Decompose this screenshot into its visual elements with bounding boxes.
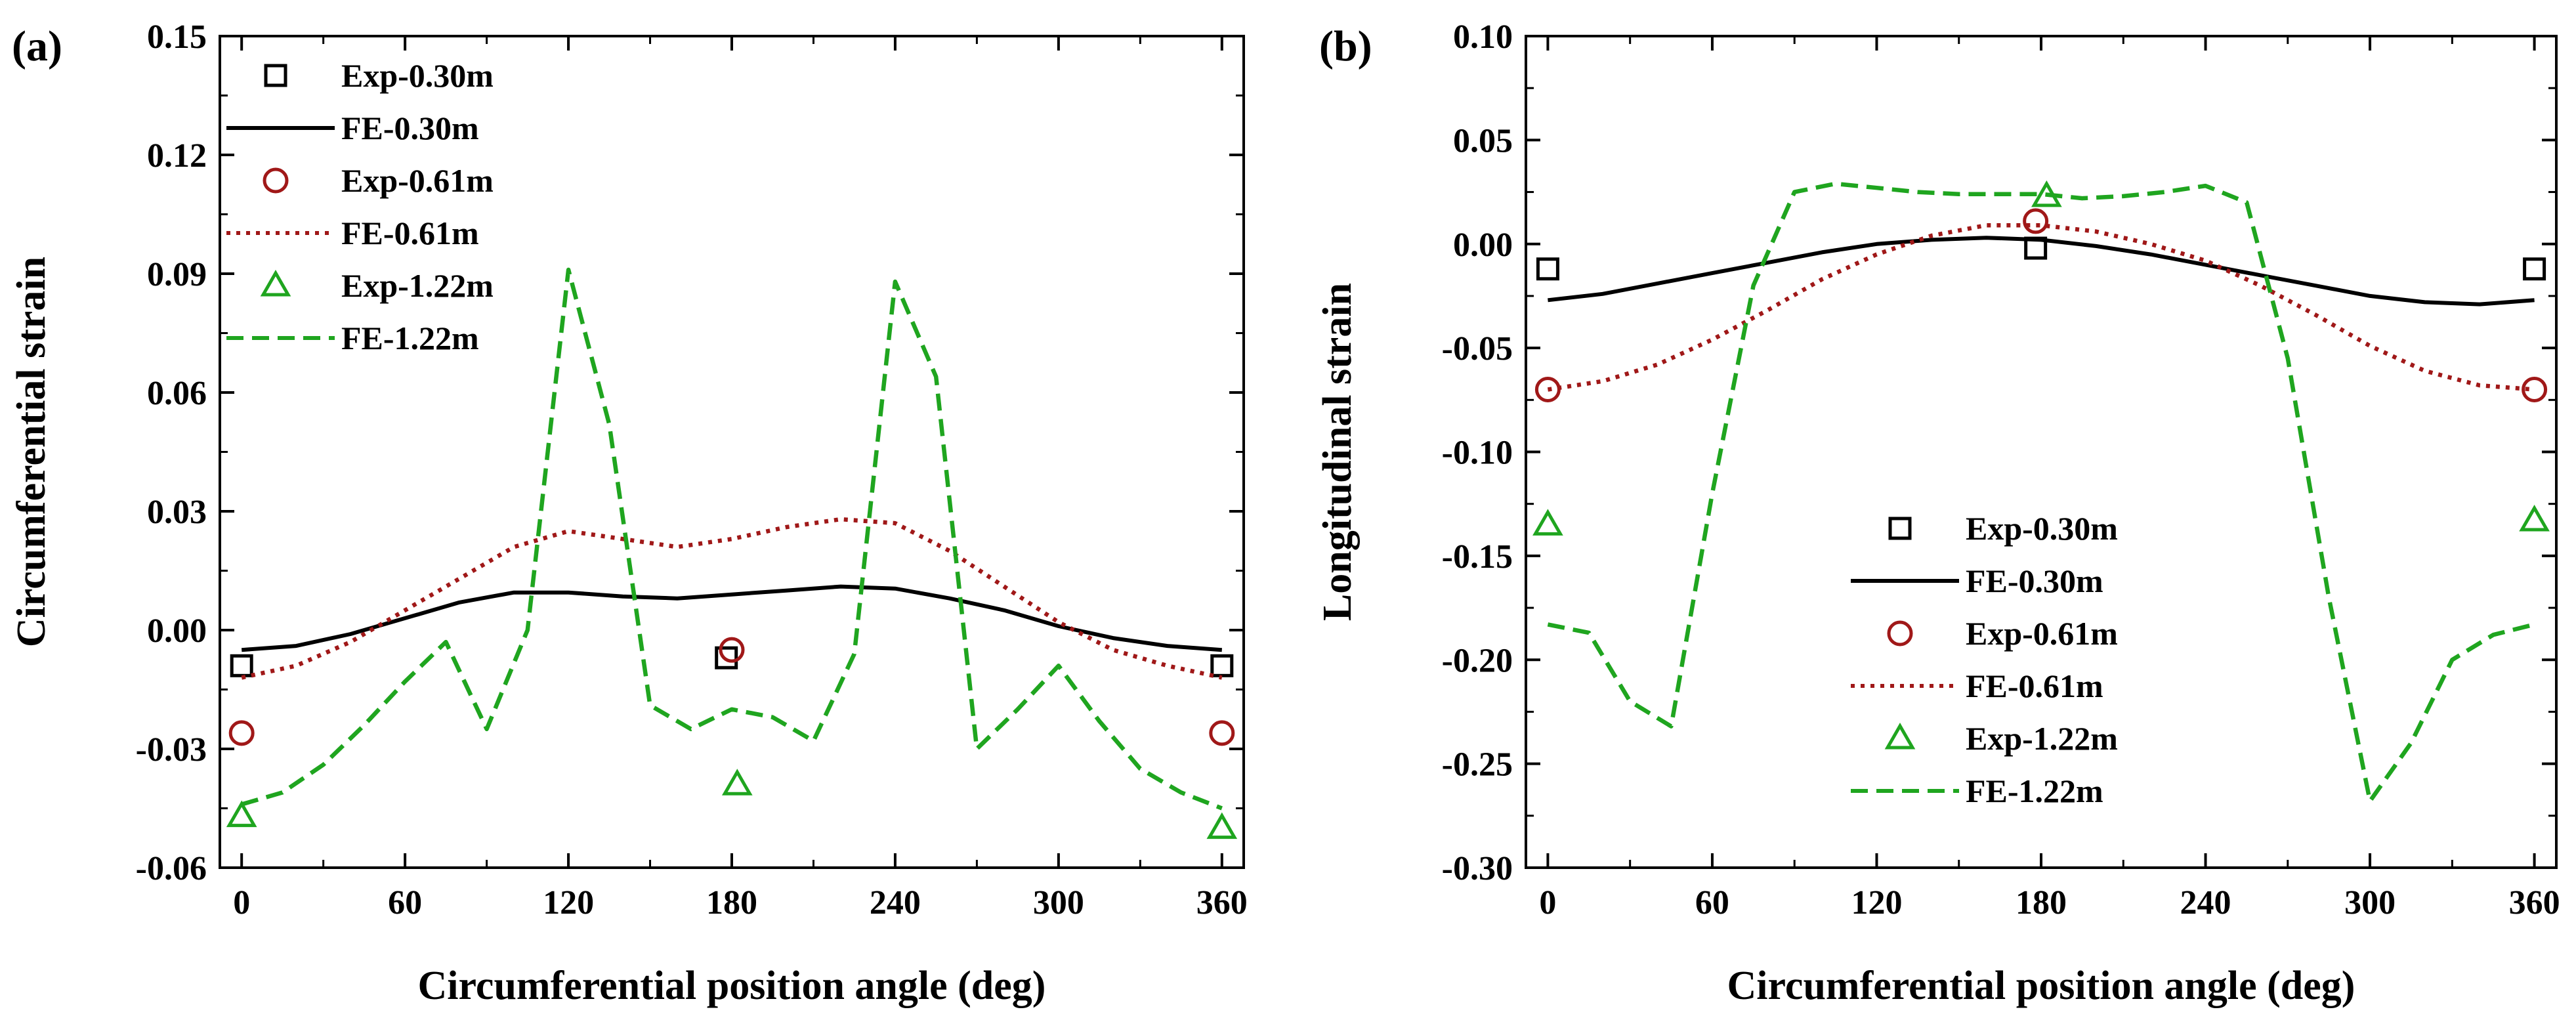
legend: Exp-0.30m FE-0.30m Exp-0.61m FE-0.61m Exp-1.… [226,57,494,356]
legend-marker-sample [264,64,287,87]
data-point-exp-1-22m [721,769,753,795]
legend-entry-label: FE-1.22m [341,320,479,356]
data-point-exp-1-22m [226,800,257,828]
y-tick-label: -0.25 [1442,746,1513,784]
y-tick-label: -0.10 [1442,435,1513,472]
x-tick-label: 120 [543,884,594,922]
x-axis-label: Circumferential position angle (deg) [418,964,1046,1008]
series-line-fe-0-61m [241,517,1223,680]
y-tick-label: -0.30 [1442,850,1513,887]
y-tick-label: 0.12 [147,137,207,175]
data-point-exp-0-30m [1210,654,1234,677]
legend-entry-label: Exp-0.30m [1966,510,2118,547]
series-line-fe-0-30m [241,584,1223,652]
legend: Exp-0.30m FE-0.30m Exp-0.61m FE-0.61m Exp-1.… [1851,510,2118,809]
y-tick-label: -0.15 [1442,538,1513,576]
x-tick-label: 180 [706,884,757,922]
legend-entry-label: Exp-0.61m [1966,615,2118,652]
x-tick-label: 300 [2344,884,2396,922]
panel-a: 0 60 120 180 240 300 360 -0.06 -0.03 0.00 0.03 0.06… [9,18,1248,1008]
legend-entry-label: FE-0.61m [341,215,479,251]
x-tick-label: 300 [1033,884,1084,922]
data-point-exp-0-61m [2522,376,2548,402]
plot-frame [219,35,1245,869]
data-point-exp-1-22m [1206,812,1238,839]
data-point-exp-0-61m [228,720,255,746]
x-tick-label: 360 [1196,884,1248,922]
legend-marker-sample [1887,620,1913,647]
legend-entry-label: FE-1.22m [1966,773,2103,809]
legend-marker-sample [1884,722,1916,750]
legend-entry-label: Exp-0.61m [341,162,494,199]
data-point-exp-1-22m [2519,505,2550,532]
legend-entry-label: FE-0.30m [341,110,479,146]
legend-entry-label: Exp-0.30m [341,57,494,94]
y-tick-label: 0.09 [147,256,207,293]
y-tick-label: -0.05 [1442,330,1513,368]
legend-marker-sample [260,269,291,297]
x-tick-label: 0 [1539,884,1556,922]
legend-marker-sample [1888,517,1912,540]
data-point-exp-0-61m [719,637,745,663]
y-tick-label: 0.03 [147,494,207,531]
data-point-exp-0-30m [230,654,253,677]
data-point-exp-0-30m [1536,257,1559,281]
series-line-fe-1-22m [241,267,1223,811]
series-layer [1532,180,2550,803]
legend-entry-label: Exp-1.22m [1966,720,2118,757]
series-line-fe-0-30m [1548,236,2535,307]
y-tick-label: 0.15 [147,18,207,56]
series-line-fe-0-61m [1547,223,2535,392]
y-tick-label: 0.00 [1453,226,1513,264]
y-tick-label: 0.10 [1453,18,1513,56]
y-tick-label: 0.00 [147,612,207,650]
data-point-exp-1-22m [1532,509,1563,536]
x-tick-label: 60 [388,884,422,922]
y-tick-label: -0.06 [136,850,207,887]
x-tick-label: 0 [233,884,250,922]
data-point-exp-0-61m [2023,208,2049,234]
x-tick-label: 240 [870,884,921,922]
x-tick-label: 120 [1851,884,1902,922]
y-axis-label: Circumferential strain [9,257,54,647]
legend-entry-label: FE-0.30m [1966,562,2103,599]
x-tick-label: 60 [1695,884,1729,922]
y-tick-label: 0.05 [1453,122,1513,159]
x-tick-label: 360 [2509,884,2560,922]
panel-label: (b) [1319,22,1372,70]
y-tick-label: 0.06 [147,375,207,412]
x-tick-label: 240 [2180,884,2231,922]
data-point-exp-0-30m [2523,257,2546,281]
legend-entry-label: Exp-1.22m [341,267,494,304]
y-tick-label: -0.03 [136,731,207,769]
legend-entry-label: FE-0.61m [1966,668,2103,704]
y-tick-label: -0.20 [1442,642,1513,679]
data-point-exp-0-61m [1209,720,1235,746]
data-point-exp-0-30m [715,646,738,669]
series-layer [226,267,1238,839]
legend-marker-sample [263,167,289,194]
panel-label: (a) [12,22,62,70]
x-axis-label: Circumferential position angle (deg) [1727,964,2355,1008]
y-axis-label: Longitudinal strain [1315,283,1360,621]
panel-b: 0 60 120 180 240 300 360 -0.30 -0.25 -0.20 -0.15 -0… [1315,18,2560,1008]
x-tick-label: 180 [2016,884,2067,922]
